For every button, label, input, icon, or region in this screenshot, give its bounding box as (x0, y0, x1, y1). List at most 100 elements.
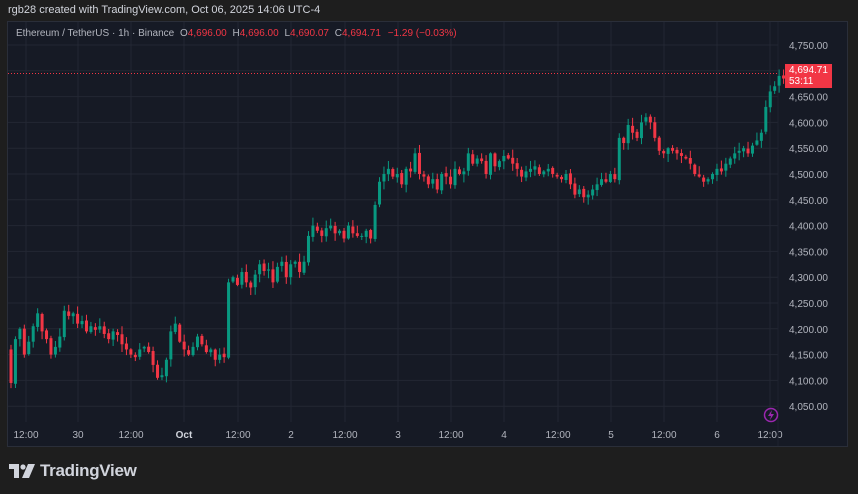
candle (755, 132, 759, 146)
candle (600, 172, 604, 187)
candle (213, 348, 217, 367)
last-price-tag: 4,694.71 53:11 (785, 64, 832, 88)
candle (160, 367, 164, 381)
candle (413, 148, 417, 174)
candle (360, 233, 364, 240)
candle (653, 116, 657, 142)
candle (369, 228, 373, 244)
candle (631, 117, 635, 140)
candle (733, 146, 737, 164)
candle (116, 329, 120, 342)
candle (164, 357, 168, 383)
candle (528, 160, 532, 178)
tradingview-logo[interactable]: TradingView (9, 461, 137, 481)
candle (475, 155, 479, 167)
candle (89, 321, 93, 334)
price-axis-label: 4,600.00 (789, 118, 828, 129)
candle (249, 280, 253, 296)
candle (98, 318, 102, 333)
candle (617, 133, 621, 185)
time-axis-label: 5 (608, 430, 614, 441)
price-plot[interactable]: 4,750.004,700.004,650.004,600.004,550.00… (8, 22, 848, 447)
candle (644, 113, 648, 126)
open-value: 4,696.00 (187, 28, 227, 39)
close-label: C (334, 28, 342, 39)
open-label: O (180, 28, 188, 39)
candle (542, 169, 546, 178)
candle (573, 177, 577, 199)
time-axis-label: 2 (288, 430, 294, 441)
candle (711, 172, 715, 184)
time-axis-label: 12:00 (545, 430, 570, 441)
time-axis-label: 12:00 (438, 430, 463, 441)
time-axis-label: 12:00 (118, 430, 143, 441)
candle (275, 262, 279, 284)
candle (395, 167, 399, 183)
tradingview-logo-icon (9, 464, 35, 478)
candle (622, 136, 626, 150)
candle (671, 145, 675, 154)
candle (702, 174, 706, 187)
candle (187, 345, 191, 357)
candle (280, 256, 284, 272)
candle (706, 177, 710, 185)
candle (435, 173, 439, 194)
candle (591, 184, 595, 200)
candle (564, 169, 568, 184)
candle (782, 69, 786, 84)
price-axis-label: 4,200.00 (789, 325, 828, 336)
tradingview-logo-text: TradingView (40, 461, 137, 480)
candle (604, 172, 608, 184)
candle (480, 153, 484, 164)
candle (200, 333, 204, 347)
candle (93, 323, 97, 336)
price-axis-label: 4,100.00 (789, 376, 828, 387)
candle (524, 165, 528, 182)
candle (13, 336, 17, 389)
candle (568, 168, 572, 190)
candle (724, 157, 728, 177)
time-axis-label: 4 (501, 430, 507, 441)
candle (240, 267, 244, 289)
candle (626, 118, 630, 150)
candle (635, 129, 639, 142)
candle (218, 348, 222, 364)
candle (311, 217, 315, 242)
candle (320, 227, 324, 243)
candle (715, 163, 719, 182)
event-lightning-icon[interactable] (763, 407, 779, 423)
candle (80, 315, 84, 329)
low-value: 4,690.07 (290, 28, 329, 39)
candle (62, 305, 66, 341)
candle (608, 170, 612, 183)
candle (209, 347, 213, 357)
candle (231, 275, 235, 284)
candle (169, 325, 173, 367)
candle (773, 81, 777, 94)
candle (750, 142, 754, 157)
candle (147, 342, 151, 354)
chart-frame[interactable]: Ethereum / TetherUS · 1h · Binance O4,69… (7, 21, 848, 447)
candle (293, 260, 297, 268)
candle (195, 333, 199, 351)
candle (253, 269, 257, 295)
candle (764, 100, 768, 135)
candle (31, 323, 35, 348)
candle (582, 186, 586, 203)
candle (58, 328, 62, 352)
candle (333, 221, 337, 241)
candle (284, 255, 288, 284)
candle (502, 150, 506, 170)
candle (67, 304, 71, 320)
candle (342, 227, 346, 243)
price-axis-label: 4,500.00 (789, 170, 828, 181)
candle (9, 344, 13, 389)
candle (666, 147, 670, 162)
price-axis-label: 4,450.00 (789, 196, 828, 207)
candle (107, 328, 111, 344)
candle (768, 85, 772, 113)
candle (129, 348, 133, 358)
candle (449, 169, 453, 189)
candle (675, 147, 679, 160)
time-axis-label: 12:00 (225, 430, 250, 441)
